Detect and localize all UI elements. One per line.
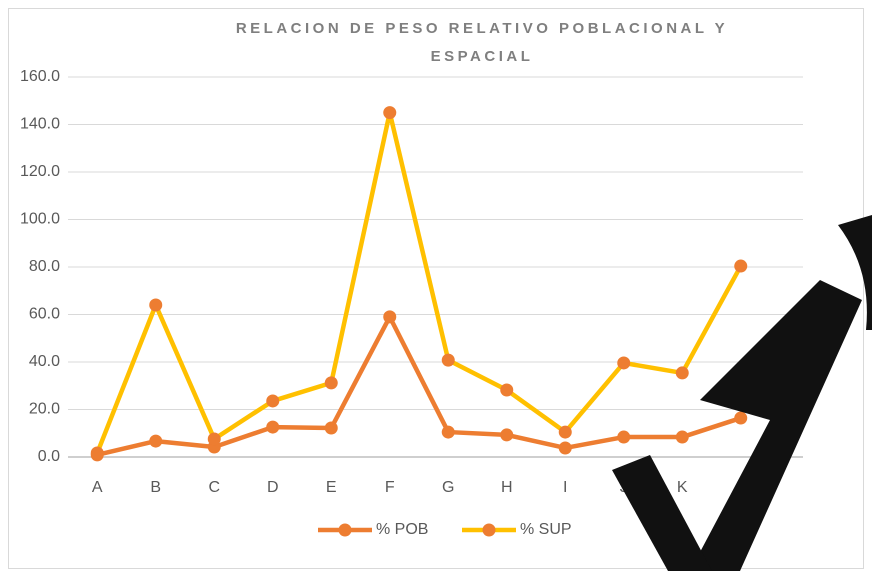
watermark bbox=[612, 215, 872, 571]
y-tick-label: 60.0 bbox=[29, 306, 60, 323]
x-tick-label: B bbox=[150, 479, 161, 496]
series-line bbox=[96, 314, 742, 458]
chart-title: RELACION DE PESO RELATIVO POBLACIONAL Y bbox=[236, 20, 728, 37]
x-tick-label: D bbox=[267, 479, 279, 496]
data-point bbox=[500, 383, 514, 397]
data-point bbox=[324, 421, 338, 435]
x-tick-label: G bbox=[442, 479, 454, 496]
data-point bbox=[500, 428, 514, 442]
chart-title: ESPACIAL bbox=[431, 48, 534, 65]
data-point bbox=[324, 376, 338, 390]
data-point bbox=[558, 441, 572, 455]
data-point bbox=[734, 259, 748, 273]
y-tick-label: 120.0 bbox=[20, 163, 60, 180]
y-tick-label: 20.0 bbox=[29, 401, 60, 418]
y-tick-label: 100.0 bbox=[20, 211, 60, 228]
data-point bbox=[383, 310, 397, 324]
y-tick-label: 160.0 bbox=[20, 68, 60, 85]
legend-marker bbox=[482, 523, 496, 537]
y-tick-label: 80.0 bbox=[29, 258, 60, 275]
x-tick-label: E bbox=[326, 479, 337, 496]
data-point bbox=[675, 430, 689, 444]
x-tick-label: F bbox=[385, 479, 395, 496]
x-tick-label: K bbox=[677, 479, 688, 496]
y-tick-label: 140.0 bbox=[20, 116, 60, 133]
y-tick-label: 40.0 bbox=[29, 353, 60, 370]
data-point bbox=[441, 353, 455, 367]
plot: 0.0 20.0 40.0 60.0 80.0 100.0 120.0 140.0 160.0 A… bbox=[20, 68, 803, 538]
data-point bbox=[149, 298, 163, 312]
data-point bbox=[617, 356, 631, 370]
data-point bbox=[675, 366, 689, 380]
data-point bbox=[266, 420, 280, 434]
data-point bbox=[149, 434, 163, 448]
data-point bbox=[383, 106, 397, 120]
legend-label: % SUP bbox=[520, 521, 572, 538]
data-point bbox=[207, 432, 221, 446]
data-point bbox=[617, 430, 631, 444]
x-tick-label: C bbox=[208, 479, 220, 496]
legend-label: % POB bbox=[376, 521, 428, 538]
data-point bbox=[441, 425, 455, 439]
legend-marker bbox=[338, 523, 352, 537]
x-tick-label: H bbox=[501, 479, 513, 496]
data-point bbox=[266, 394, 280, 408]
x-tick-label: A bbox=[92, 479, 103, 496]
data-point bbox=[558, 425, 572, 439]
data-point bbox=[90, 446, 104, 460]
data-point bbox=[734, 411, 748, 425]
chart-frame bbox=[8, 8, 864, 569]
y-tick-label: 0.0 bbox=[38, 448, 60, 465]
series-line bbox=[95, 110, 743, 454]
x-tick-label: I bbox=[563, 479, 567, 496]
